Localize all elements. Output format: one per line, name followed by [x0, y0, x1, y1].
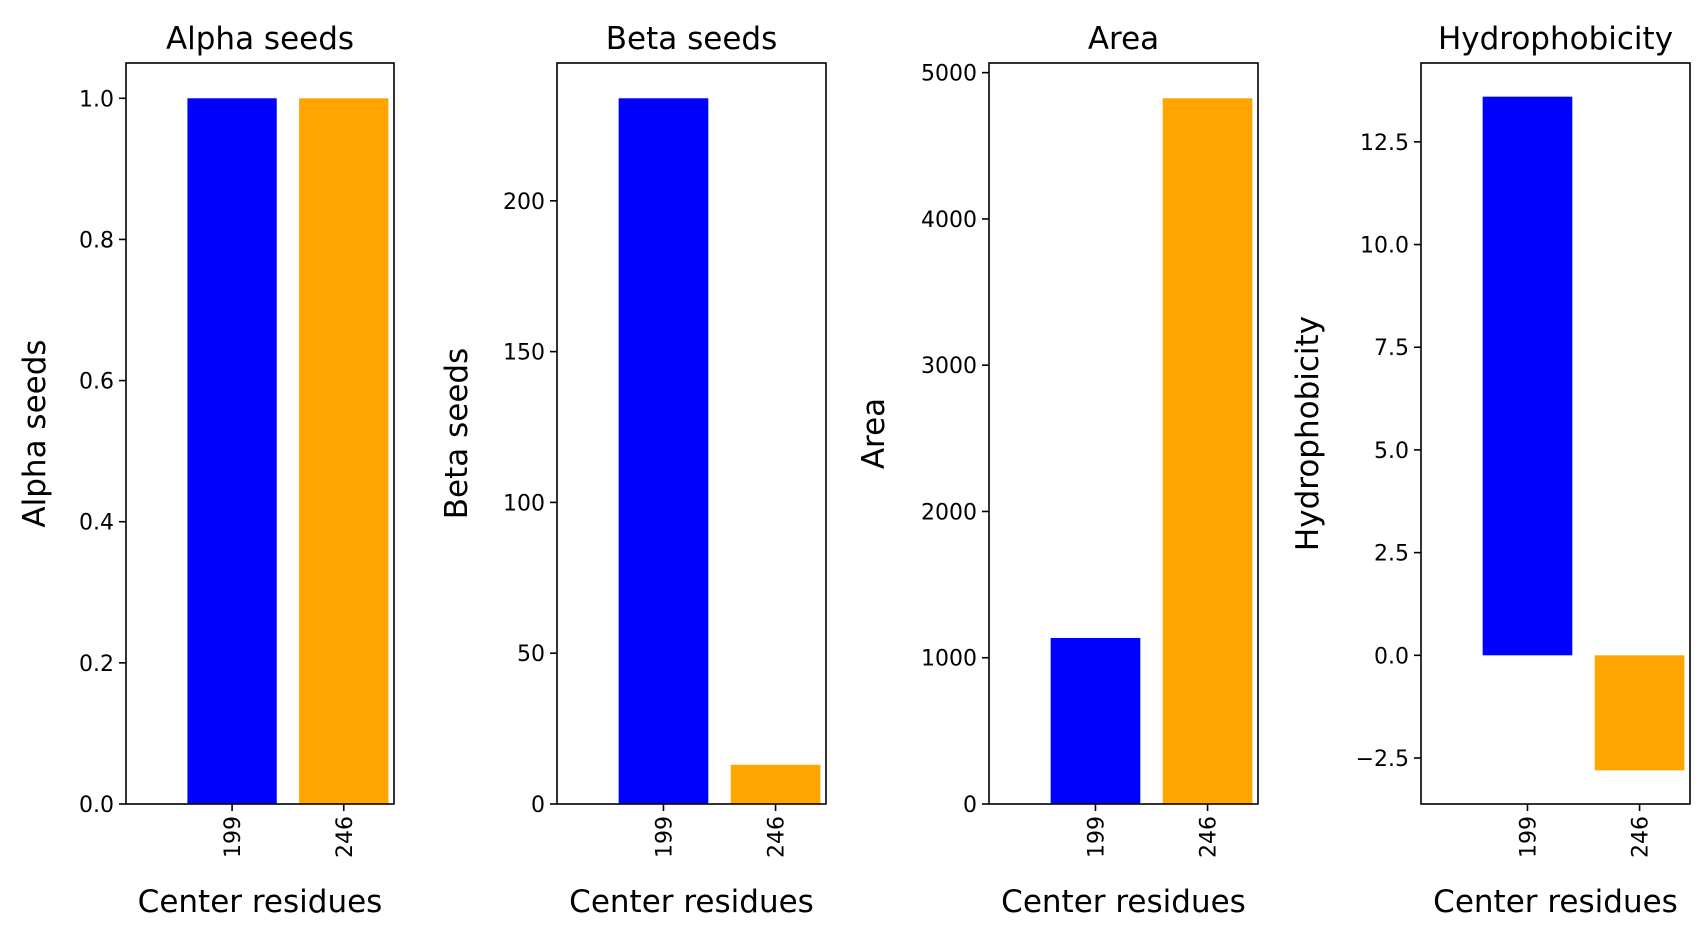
y-tick-label: 150	[503, 341, 545, 366]
subplot-title: Area	[1088, 21, 1159, 57]
axes-frame	[1420, 62, 1691, 805]
y-axis-label: Alpha seeds	[17, 339, 53, 527]
bar-246	[1162, 98, 1253, 805]
bar-246	[1594, 655, 1685, 771]
y-tick-label: 5.0	[1374, 439, 1409, 464]
x-axis-label: Center residues	[1001, 884, 1246, 920]
y-tick-label: 0.4	[79, 511, 114, 536]
x-tick-label: 199	[221, 816, 246, 858]
y-tick-label: 0.8	[79, 228, 114, 253]
x-axis-label: Center residues	[569, 884, 814, 920]
y-tick-label: 5000	[921, 62, 977, 87]
axes-frame	[556, 62, 827, 805]
x-axis-label: Center residues	[1433, 884, 1678, 920]
bar-246	[299, 98, 389, 805]
subplot-title: Beta seeds	[606, 21, 777, 57]
x-tick-label: 199	[1516, 816, 1541, 858]
axes-frame	[125, 62, 395, 805]
y-tick-label: 4000	[921, 208, 977, 233]
y-tick-label: 3000	[921, 354, 977, 379]
y-axis-label: Beta seeds	[439, 348, 475, 519]
y-tick-label: 0	[963, 793, 977, 818]
x-axis-label: Center residues	[138, 884, 383, 920]
y-tick-label: 2.5	[1374, 542, 1409, 567]
x-tick-label: 246	[1629, 816, 1654, 858]
y-axis-label: Area	[856, 398, 892, 469]
subplot-3: 0 1000 2000 3000 4000 5000 199 246 Area Center re…	[856, 21, 1259, 920]
y-tick-label: 100	[503, 491, 545, 516]
y-tick-label: 200	[503, 190, 545, 215]
y-tick-label: 10.0	[1360, 234, 1409, 259]
y-tick-label: 0.2	[79, 652, 114, 677]
y-tick-label: 12.5	[1360, 131, 1409, 156]
y-tick-label: −2.5	[1356, 747, 1409, 772]
x-tick-label: 246	[1197, 816, 1222, 858]
axes-frame	[988, 62, 1259, 805]
subplot-1: 0.0 0.2 0.4 0.6 0.8 1.0 199 246 Alpha seeds Cente…	[17, 21, 395, 920]
bar-199	[618, 98, 709, 805]
bar-199	[1482, 96, 1573, 656]
y-tick-label: 2000	[921, 500, 977, 525]
subplot-title: Alpha seeds	[166, 21, 354, 57]
x-tick-label: 199	[1084, 816, 1109, 858]
y-tick-label: 0.0	[79, 793, 114, 818]
bar-246	[730, 764, 821, 804]
y-tick-label: 0.6	[79, 370, 114, 395]
y-tick-label: 1000	[921, 647, 977, 672]
subplot-2: 0 50 100 150 200 199 246 Beta seeds Center resid…	[439, 21, 827, 920]
y-tick-label: 1.0	[79, 87, 114, 112]
y-tick-label: 50	[517, 642, 545, 667]
subplot-title: Hydrophobicity	[1438, 21, 1673, 57]
y-axis-label: Hydrophobicity	[1290, 316, 1326, 551]
x-tick-label: 246	[333, 816, 358, 858]
bar-199	[187, 98, 277, 805]
x-tick-label: 199	[652, 816, 677, 858]
bar-199	[1050, 637, 1141, 804]
y-tick-label: 0.0	[1374, 644, 1409, 669]
y-tick-label: 0	[531, 793, 545, 818]
y-tick-label: 7.5	[1374, 336, 1409, 361]
x-tick-label: 246	[765, 816, 790, 858]
subplot-4: −2.5 0.0 2.5 5.0 7.5 10.0 12.5 199 246 Hydrophobi…	[1290, 21, 1691, 920]
